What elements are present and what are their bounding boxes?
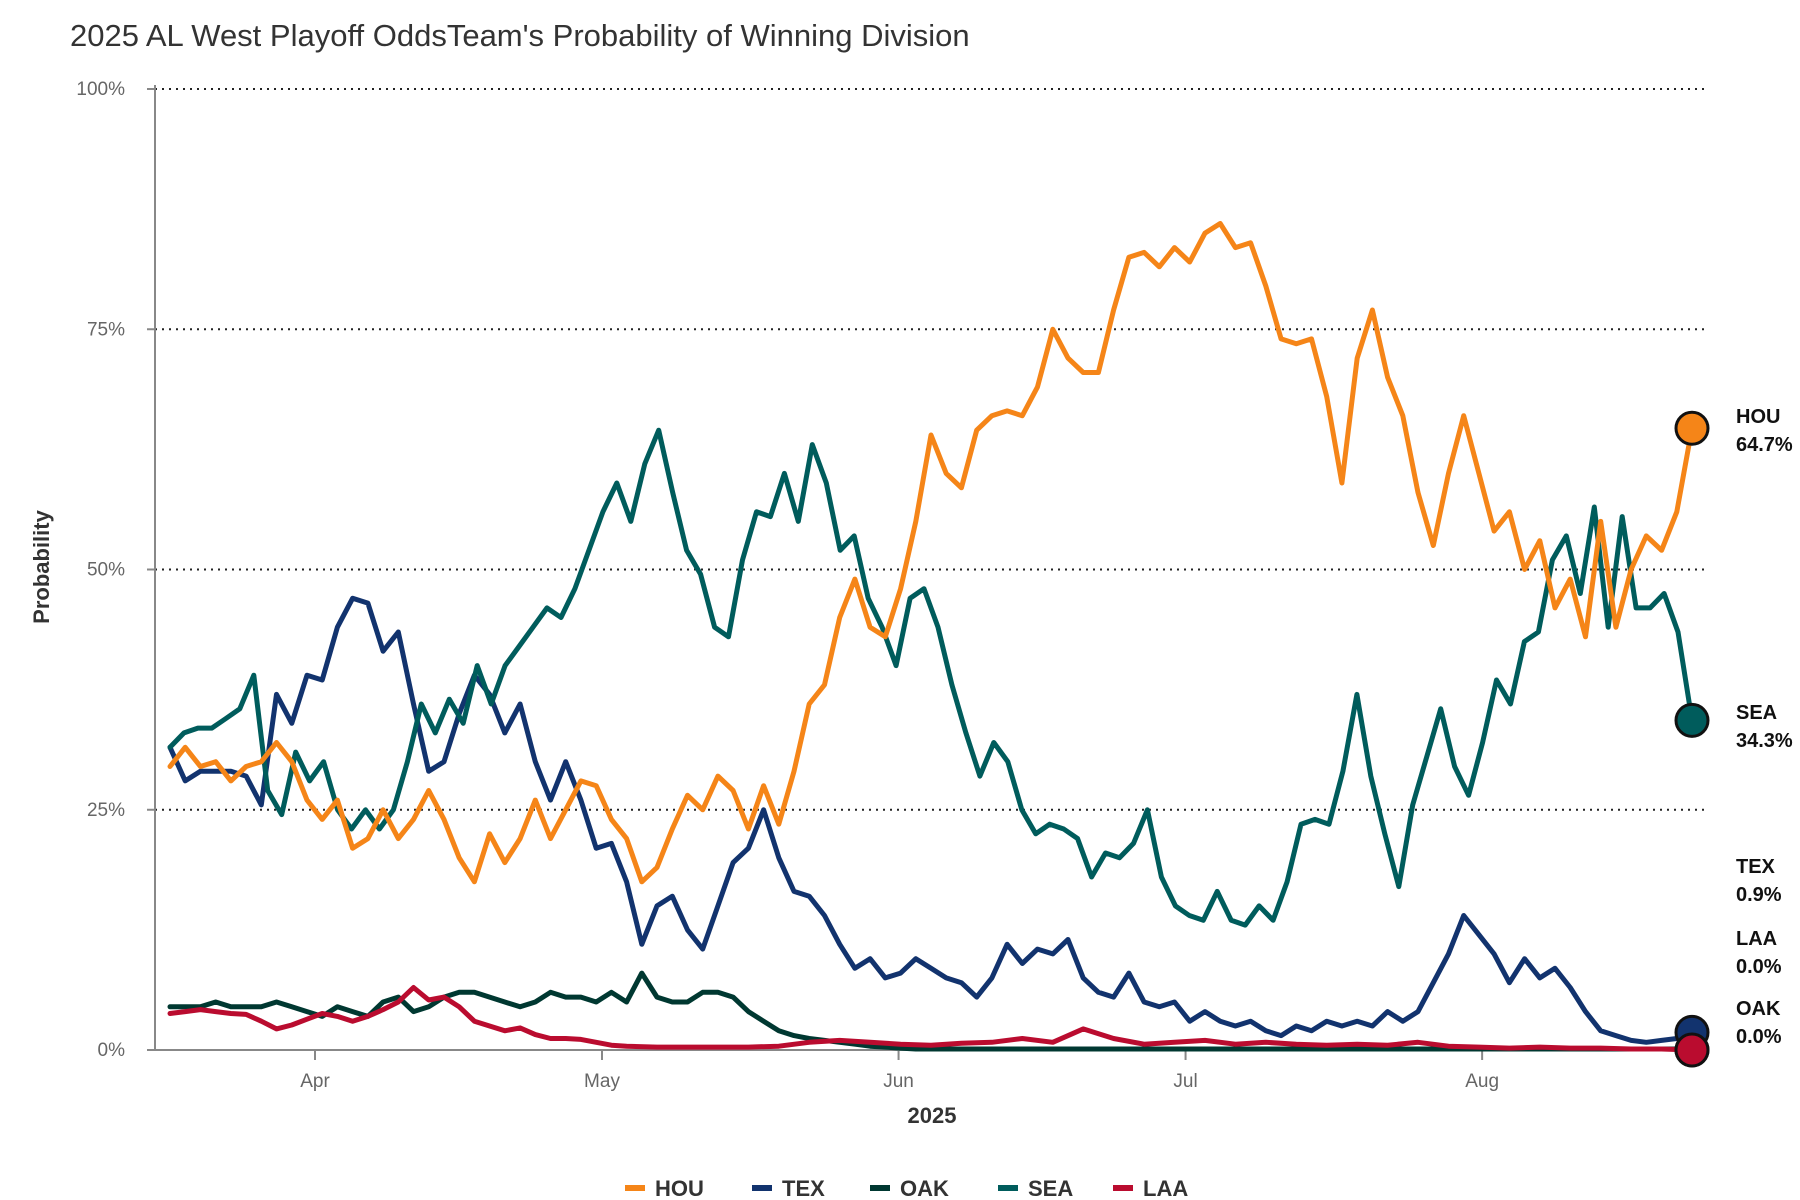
x-tick-label: Jun bbox=[883, 1071, 914, 1092]
legend-item-hou[interactable]: HOU bbox=[655, 1176, 704, 1200]
y-tick-label: 75% bbox=[87, 319, 125, 340]
legend-item-tex[interactable]: TEX bbox=[782, 1176, 825, 1200]
x-tick-label: May bbox=[584, 1071, 620, 1092]
x-axis-ticks: Apr May Jun Jul Aug bbox=[300, 1050, 1499, 1092]
y-tick-label: 0% bbox=[98, 1040, 126, 1061]
end-label-value: 64.7% bbox=[1736, 434, 1793, 456]
chart-title: 2025 AL West Playoff OddsTeam's Probabil… bbox=[70, 18, 970, 53]
legend: HOU TEX OAK SEA LAA bbox=[625, 1176, 1188, 1200]
y-axis-title: Probability bbox=[29, 509, 54, 623]
series-line-laa bbox=[167, 985, 1695, 1053]
x-axis-title: 2025 bbox=[908, 1103, 957, 1128]
end-label-value: 34.3% bbox=[1736, 730, 1793, 752]
legend-item-oak[interactable]: OAK bbox=[900, 1176, 949, 1200]
end-label-team: HOU bbox=[1736, 406, 1780, 428]
end-label-team: SEA bbox=[1736, 702, 1777, 724]
end-marker-laa bbox=[1674, 1032, 1710, 1068]
y-axis-ticks: 0% 25% 50% 75% 100% bbox=[76, 79, 125, 1061]
x-tick-label: Apr bbox=[300, 1071, 330, 1092]
end-markers bbox=[1674, 410, 1710, 1068]
series-line-sea bbox=[167, 427, 1695, 928]
end-label-team: OAK bbox=[1736, 998, 1781, 1020]
end-label-value: 0.0% bbox=[1736, 956, 1782, 978]
legend-item-laa[interactable]: LAA bbox=[1143, 1176, 1188, 1200]
y-tick-label: 25% bbox=[87, 800, 125, 821]
y-tick-label: 100% bbox=[76, 79, 125, 100]
end-label-value: 0.9% bbox=[1736, 884, 1782, 906]
series-line-tex bbox=[167, 595, 1695, 1045]
x-tick-label: Jul bbox=[1173, 1071, 1197, 1092]
end-label-team: LAA bbox=[1736, 928, 1777, 950]
x-tick-label: Aug bbox=[1465, 1071, 1499, 1092]
end-marker-sea bbox=[1674, 702, 1710, 738]
legend-item-sea[interactable]: SEA bbox=[1028, 1176, 1073, 1200]
end-marker-hou bbox=[1674, 410, 1710, 446]
series-line-hou bbox=[167, 221, 1695, 885]
end-label-value: 0.0% bbox=[1736, 1026, 1782, 1048]
end-labels: HOU 64.7% SEA 34.3% TEX 0.9% LAA 0.0% OAK 0.0% bbox=[1736, 406, 1793, 1048]
gridlines bbox=[147, 88, 1705, 1051]
end-label-team: TEX bbox=[1736, 856, 1776, 878]
y-tick-label: 50% bbox=[87, 560, 125, 581]
series-lines bbox=[167, 221, 1695, 1053]
